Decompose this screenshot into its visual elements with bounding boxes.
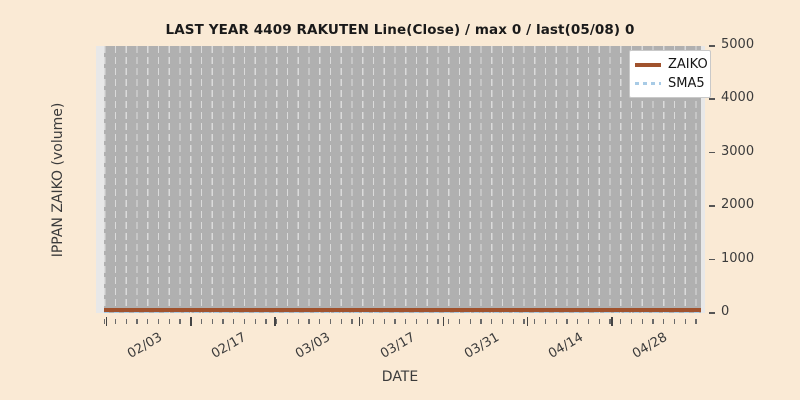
x-tick-minor: [329, 319, 332, 324]
x-tick-minor: [534, 319, 536, 324]
x-tick-minor: [480, 319, 482, 324]
x-tick-minor: [684, 319, 686, 324]
y-tick-label: 0: [721, 304, 730, 319]
x-tick-major: [527, 317, 529, 326]
x-tick-minor: [673, 319, 676, 324]
x-tick-minor: [695, 319, 697, 324]
y-tick-label: 3000: [721, 143, 755, 159]
x-tick-major: [106, 317, 108, 326]
legend-swatch-sma5-icon: [635, 82, 661, 85]
x-tick-minor: [620, 319, 622, 324]
legend-label-zaiko: ZAIKO: [668, 57, 708, 72]
x-tick-minor: [286, 319, 289, 324]
x-tick-minor: [609, 319, 611, 324]
x-axis-title: DATE: [381, 369, 419, 385]
x-tick-major: [442, 317, 445, 326]
plot-area[interactable]: [96, 46, 705, 313]
y-tick-mark: [709, 312, 715, 314]
x-tick-minor: [265, 319, 267, 324]
legend-item-sma5[interactable]: SMA5: [635, 74, 705, 93]
x-tick-minor: [104, 319, 106, 324]
x-tick-minor: [254, 319, 256, 324]
x-tick-major: [190, 317, 192, 326]
x-tick-minor: [415, 319, 418, 324]
x-tick-minor: [663, 319, 665, 324]
y-axis-title: IPPAN ZAIKO (volume): [50, 102, 66, 258]
x-tick-major: [358, 317, 360, 326]
x-tick-minor: [168, 319, 170, 324]
x-tick-minor: [566, 319, 568, 324]
x-tick-minor: [372, 319, 375, 324]
x-tick-minor: [641, 319, 643, 324]
series-line-zaiko: [104, 308, 701, 312]
x-tick-minor: [276, 319, 278, 324]
x-tick-minor: [491, 319, 493, 324]
x-tick-minor: [362, 319, 364, 324]
x-tick-minor: [426, 319, 428, 324]
x-tick-minor: [340, 319, 342, 324]
x-tick-minor: [630, 319, 633, 324]
x-tick-major: [611, 317, 613, 326]
x-tick-minor: [351, 319, 353, 324]
x-tick-minor: [243, 319, 246, 324]
x-axis-ticks: [96, 313, 705, 337]
x-tick-minor: [652, 319, 654, 324]
x-tick-minor: [587, 319, 590, 324]
y-tick-label: 2000: [721, 197, 755, 213]
x-tick-minor: [469, 319, 471, 324]
x-tick-minor: [544, 319, 547, 324]
x-tick-minor: [319, 319, 321, 324]
x-tick-minor: [233, 319, 235, 324]
plot-face: [104, 46, 701, 313]
x-tick-minor: [157, 319, 160, 324]
x-tick-minor: [501, 319, 504, 324]
y-tick-label: 1000: [721, 250, 755, 266]
legend-item-zaiko[interactable]: ZAIKO: [635, 55, 708, 74]
y-tick-mark: [709, 98, 715, 100]
x-tick-minor: [308, 319, 310, 324]
x-tick-minor: [458, 319, 461, 324]
y-tick-mark: [709, 151, 715, 154]
x-tick-minor: [448, 319, 450, 324]
chart-legend[interactable]: ZAIKO SMA5: [629, 50, 711, 98]
x-tick-minor: [512, 319, 514, 324]
x-tick-minor: [179, 319, 181, 324]
y-tick-label: 4000: [721, 90, 755, 106]
x-tick-minor: [437, 319, 439, 324]
x-tick-minor: [200, 319, 203, 324]
y-tick-mark: [709, 258, 715, 261]
y-tick-mark: [709, 205, 715, 207]
vertical-gridlines: [104, 46, 701, 313]
chart-title: LAST YEAR 4409 RAKUTEN Line(Close) / max…: [165, 22, 635, 38]
x-tick-major: [274, 317, 276, 326]
x-tick-minor: [125, 319, 127, 324]
y-tick-label: 5000: [721, 37, 755, 52]
x-tick-minor: [147, 319, 149, 324]
x-tick-minor: [222, 319, 224, 324]
x-tick-minor: [297, 319, 299, 324]
x-tick-minor: [211, 319, 213, 324]
x-tick-minor: [405, 319, 407, 324]
x-tick-minor: [394, 319, 396, 324]
x-tick-minor: [383, 319, 385, 324]
legend-swatch-zaiko-icon: [635, 62, 661, 67]
x-tick-minor: [598, 319, 600, 324]
x-tick-minor: [114, 319, 117, 324]
x-tick-minor: [577, 319, 579, 324]
legend-label-sma5: SMA5: [668, 76, 705, 91]
x-tick-minor: [136, 319, 138, 324]
y-tick-mark: [709, 45, 715, 47]
x-tick-minor: [523, 319, 525, 324]
x-tick-minor: [555, 319, 557, 324]
